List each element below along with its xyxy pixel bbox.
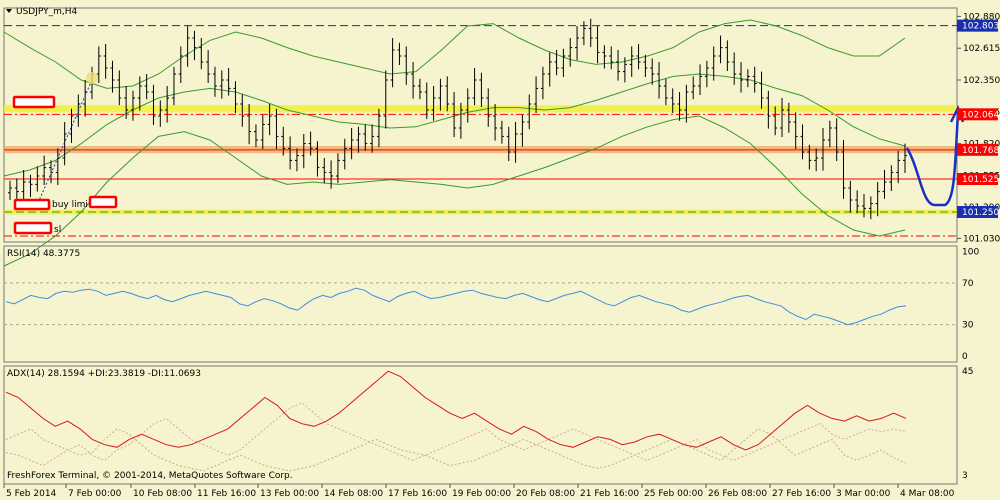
adx-tick-label-bottom: 3 <box>962 471 968 481</box>
bollinger-lower-line <box>3 115 906 267</box>
price-tag-label-4: 101.250 <box>962 208 999 218</box>
order-label-box-0 <box>12 95 56 109</box>
rsi-tick-label: 0 <box>962 352 968 362</box>
price-tag-label-1: 102.064 <box>962 110 999 120</box>
time-label: 3 Mar 00:00 <box>836 489 891 499</box>
time-label: 26 Feb 08:00 <box>708 489 767 499</box>
adx-label: ADX(14) 28.1594 +DI:23.3819 -DI:11.0693 <box>7 369 201 379</box>
time-label: 20 Feb 08:00 <box>516 489 575 499</box>
title-dropdown-icon[interactable] <box>6 9 12 13</box>
time-label: 25 Feb 00:00 <box>644 489 703 499</box>
time-label: 17 Feb 16:00 <box>388 489 447 499</box>
rsi-tick-label: 70 <box>962 279 974 289</box>
chart-title: USDJPY_m,H4 <box>16 7 78 17</box>
time-label: 7 Feb 00:00 <box>68 489 122 499</box>
price-panel-frame <box>3 7 958 243</box>
price-tag-label-0: 102.803 <box>962 22 999 32</box>
rsi-label: RSI(14) 48.3775 <box>7 249 80 259</box>
minus-di-line <box>5 428 907 472</box>
zone-yellow-2 <box>4 209 957 215</box>
price-tag-box-3 <box>957 173 998 185</box>
price-tick-label: 102.880 <box>963 12 1000 22</box>
price-tag-box-1 <box>957 108 998 121</box>
time-label: 14 Feb 08:00 <box>324 489 383 499</box>
plus-di-line <box>5 402 907 467</box>
copyright-text: FreshForex Terminal, © 2001-2014, MetaQu… <box>7 471 293 481</box>
price-tag-box-2 <box>957 143 998 156</box>
rsi-tick-label: 30 <box>962 321 974 331</box>
order-label-box-2 <box>88 195 118 209</box>
price-tick-label: 101.030 <box>963 234 1000 244</box>
price-tag-box-4 <box>957 206 998 218</box>
adx-line <box>5 370 907 451</box>
zone-yellow-0 <box>4 105 957 113</box>
time-label: 27 Feb 16:00 <box>772 489 831 499</box>
rsi-tick-label: 100 <box>962 248 979 258</box>
rsi-line <box>5 287 907 326</box>
time-label: 11 Feb 16:00 <box>197 489 256 499</box>
order-label-box-1 <box>13 198 51 211</box>
order-label-box-3 <box>13 221 53 235</box>
time-label: 10 Feb 08:00 <box>133 489 192 499</box>
bollinger-upper-line <box>3 19 906 89</box>
price-tick-label: 102.615 <box>963 44 1000 54</box>
forecast-arrow-curve <box>905 111 960 207</box>
time-label: 5 Feb 2014 <box>6 489 57 499</box>
price-tag-label-2: 101.768 <box>962 146 999 156</box>
price-tick-label: 102.350 <box>963 76 1000 86</box>
buy-limit-text: buy limi <box>52 200 88 210</box>
time-label: 13 Feb 00:00 <box>260 489 319 499</box>
time-label: 19 Feb 00:00 <box>452 489 511 499</box>
adx-panel-frame <box>3 365 958 485</box>
trend-anchor-marker <box>86 72 98 84</box>
price-tag-box-0 <box>957 19 998 32</box>
time-label: 4 Mar 08:00 <box>900 489 955 499</box>
stop-level-text: sl <box>54 225 61 235</box>
time-label: 21 Feb 16:00 <box>580 489 639 499</box>
price-tag-label-3: 101.525 <box>962 175 999 185</box>
rsi-panel-frame <box>3 245 958 363</box>
adx-tick-label-top: 45 <box>962 367 973 377</box>
